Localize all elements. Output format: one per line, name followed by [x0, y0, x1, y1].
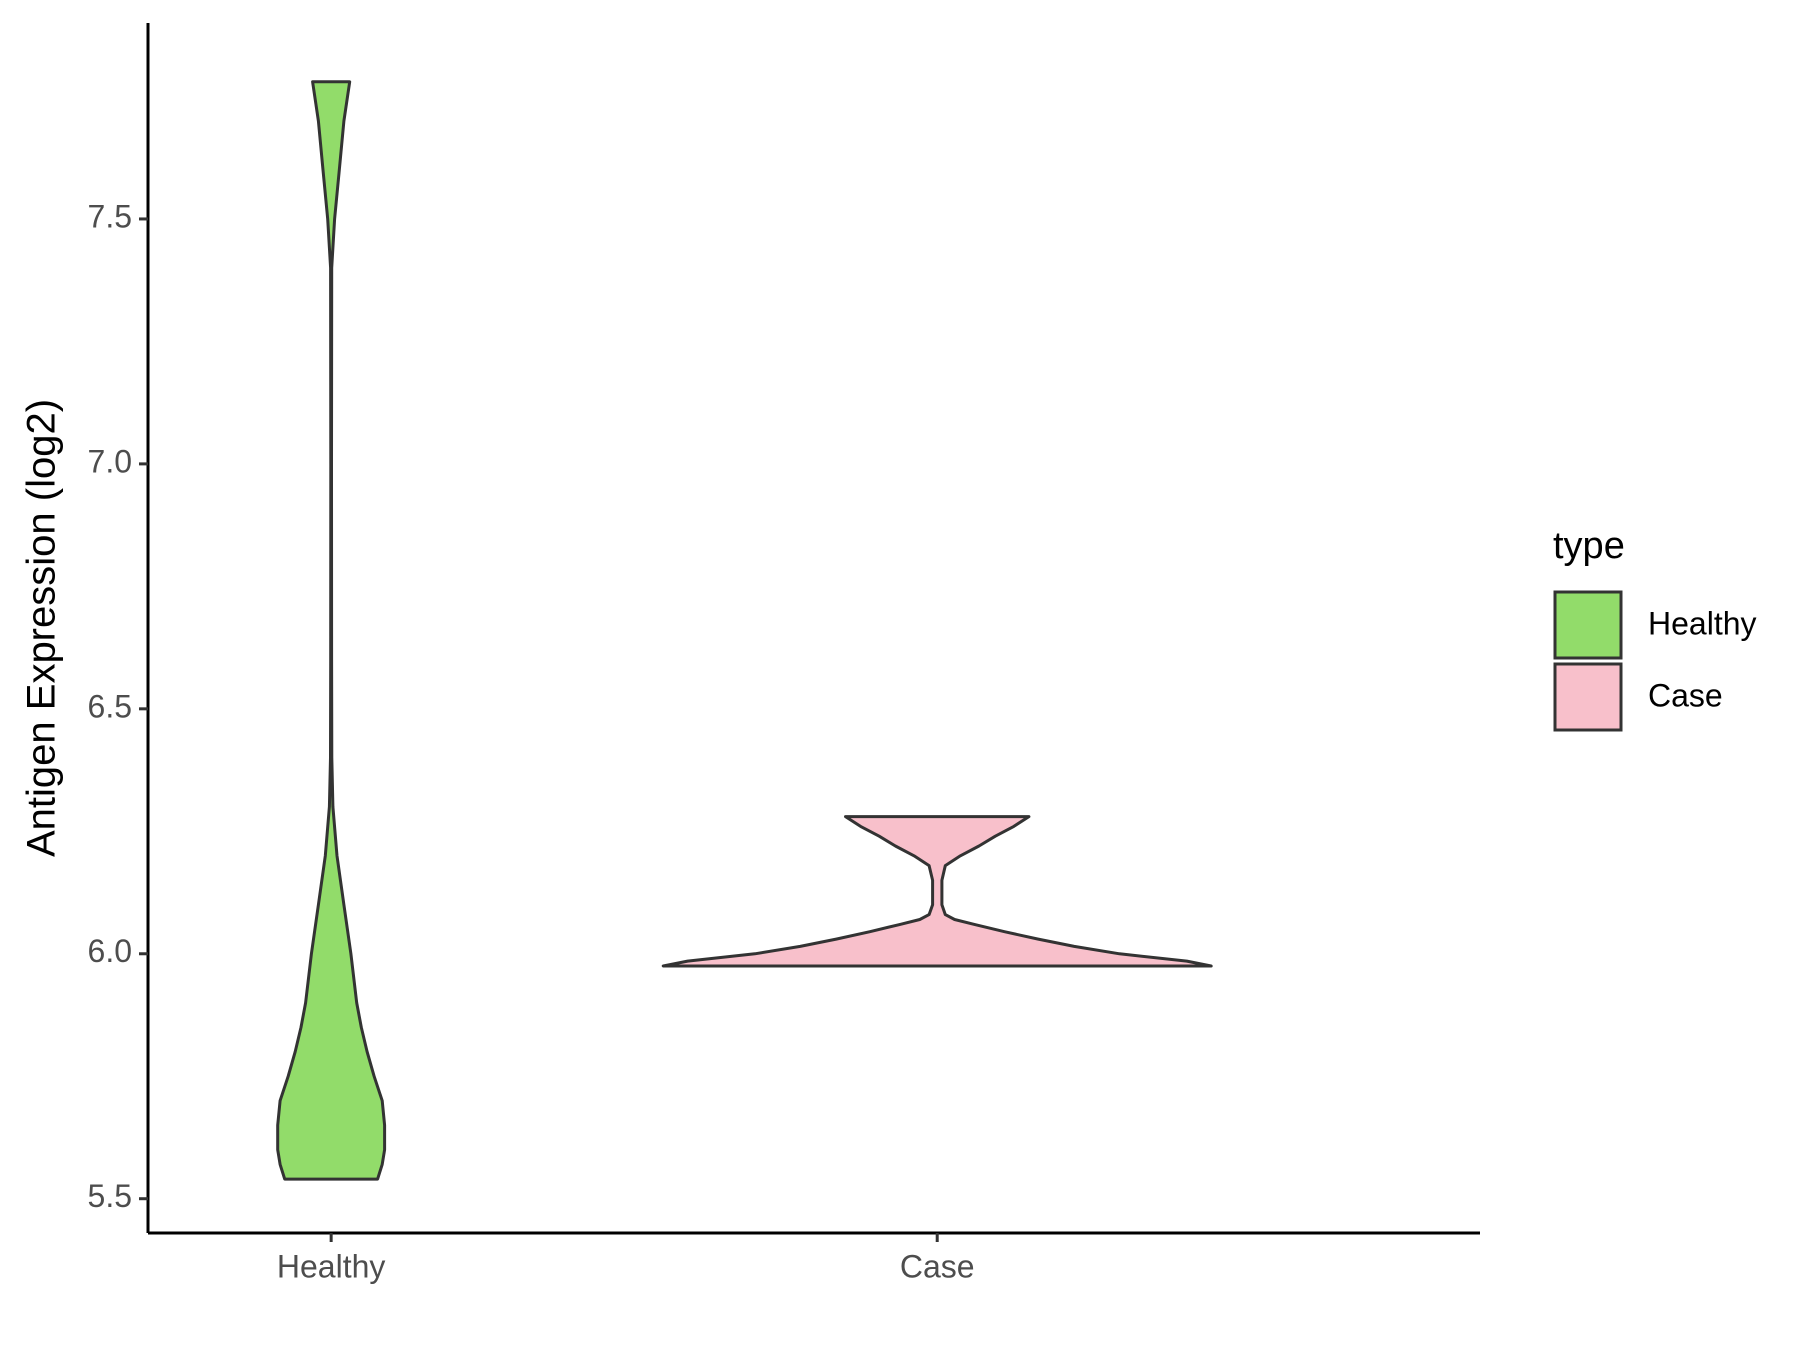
legend-label: Case [1648, 677, 1723, 713]
y-axis-title: Antigen Expression (log2) [20, 399, 64, 857]
legend-key [1553, 662, 1623, 732]
legend-label: Healthy [1648, 605, 1757, 641]
legend-title: type [1553, 525, 1625, 567]
y-tick-label: 6.0 [88, 933, 132, 969]
y-tick-label: 6.5 [88, 688, 132, 724]
x-tick-label: Healthy [277, 1248, 386, 1284]
violin [661, 815, 1213, 968]
legend-key [1553, 590, 1623, 660]
x-tick-label: Case [900, 1248, 975, 1284]
y-tick-label: 7.5 [88, 198, 132, 234]
violin [276, 80, 387, 1181]
y-tick-label: 7.0 [88, 443, 132, 479]
y-tick-label: 5.5 [88, 1178, 132, 1214]
